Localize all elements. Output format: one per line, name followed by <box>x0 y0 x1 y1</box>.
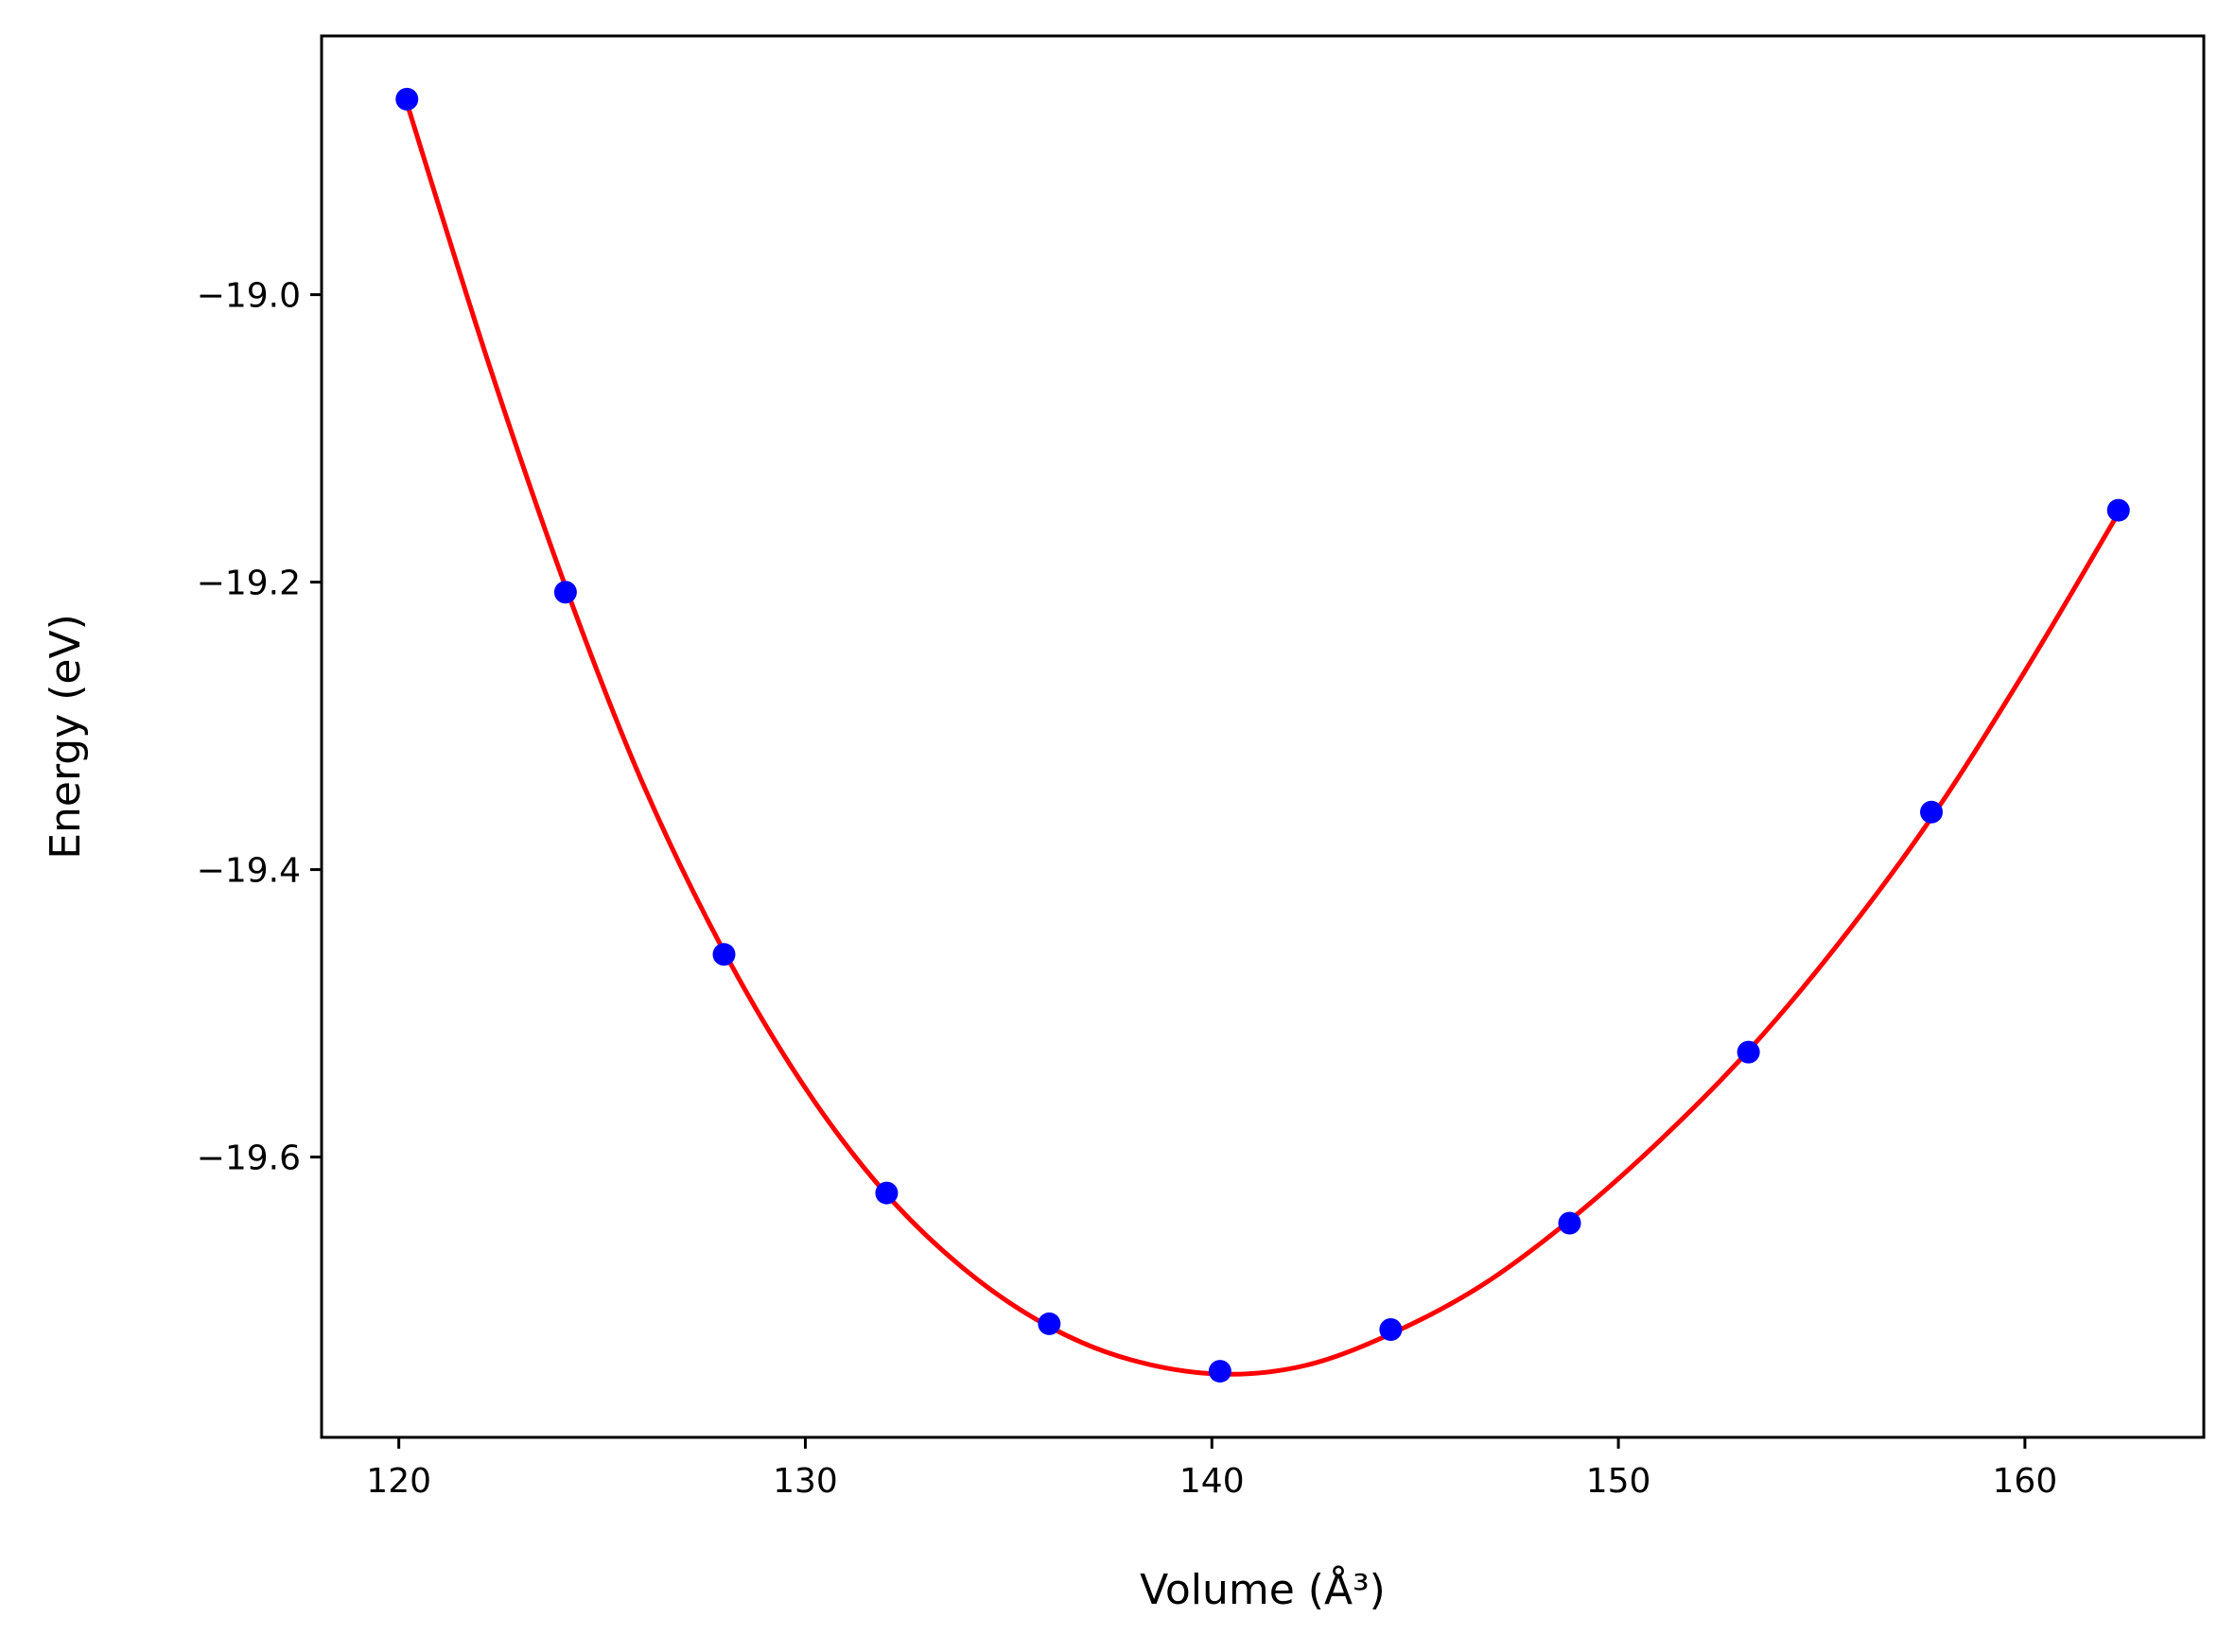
data-point <box>1379 1318 1403 1341</box>
x-tick-label: 160 <box>1993 1462 2058 1501</box>
x-axis-label: Volume (Å³) <box>1140 1564 1386 1614</box>
x-tick-label: 140 <box>1179 1462 1245 1501</box>
y-tick-label: −19.4 <box>197 852 301 891</box>
data-point <box>875 1181 899 1205</box>
y-axis-label: Energy (eV) <box>42 614 90 860</box>
data-point <box>1038 1312 1061 1335</box>
y-tick-label: −19.0 <box>197 277 301 316</box>
data-point <box>1208 1360 1231 1383</box>
y-tick-label: −19.6 <box>197 1139 301 1178</box>
data-point <box>2106 498 2130 522</box>
plot-area <box>395 87 2130 1383</box>
data-point <box>1558 1211 1581 1235</box>
y-tick-label: −19.2 <box>197 565 301 603</box>
x-tick-label: 130 <box>773 1462 838 1501</box>
data-point <box>1920 800 1944 824</box>
axes: 120 130 140 150 160 −19.0 −19.2 −19.4 −19.6 Vol… <box>42 34 2206 1614</box>
x-tick-label: 150 <box>1586 1462 1651 1501</box>
data-point <box>1737 1040 1760 1064</box>
fit-curve <box>404 102 2121 1377</box>
data-point <box>712 943 736 966</box>
y-axis-ticks: −19.0 −19.2 −19.4 −19.6 <box>197 277 322 1178</box>
data-point <box>553 581 577 604</box>
x-axis-ticks: 120 130 140 150 160 <box>366 1437 2057 1501</box>
axes-frame <box>320 34 2206 1439</box>
data-point <box>395 87 419 111</box>
x-tick-label: 120 <box>366 1462 431 1501</box>
